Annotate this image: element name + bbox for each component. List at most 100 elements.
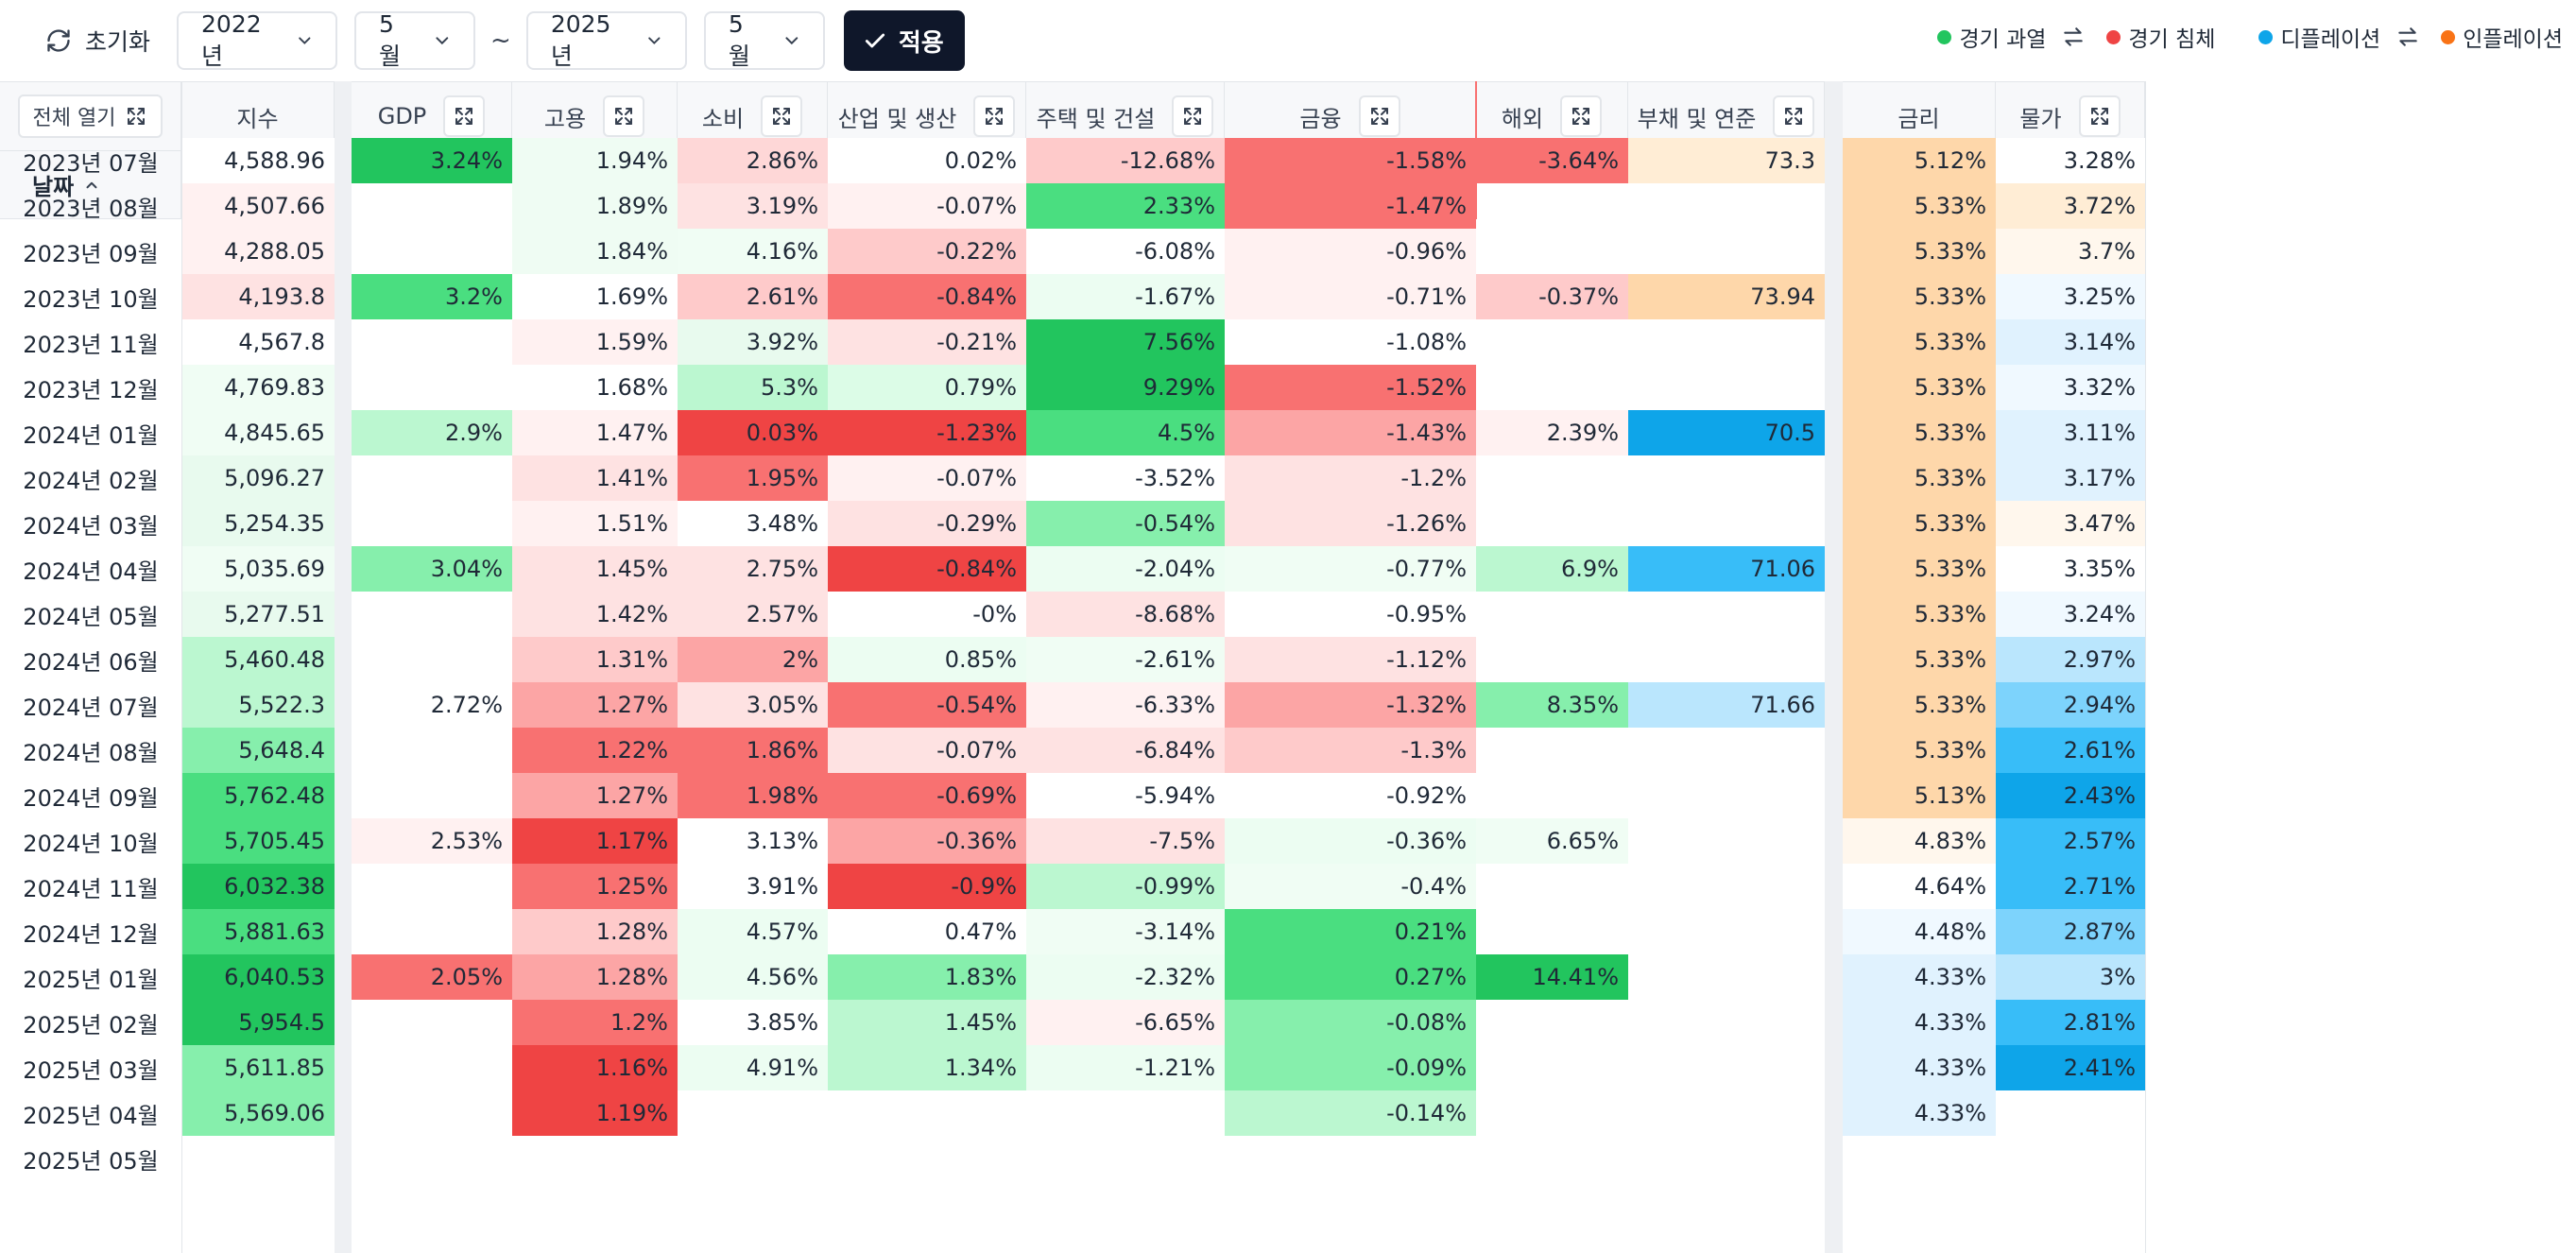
apply-button[interactable]: 적용 (843, 10, 965, 71)
value-cell (1628, 501, 1825, 546)
value-cell: 5,705.45 (181, 818, 335, 864)
value-cell: 3.14% (1996, 319, 2145, 365)
end-month-select[interactable]: 5월 (703, 9, 825, 70)
date-cell: 2024년 06월 (23, 648, 159, 676)
start-month-select[interactable]: 5월 (354, 10, 476, 70)
expand-group-button[interactable] (1172, 95, 1214, 137)
reset-button[interactable]: 초기화 (36, 12, 163, 69)
table-row: 2025년 05월 (0, 1136, 2145, 1181)
value-cell: -0.07% (828, 728, 1026, 773)
expand-icon (1785, 108, 1803, 125)
value-cell (678, 1136, 828, 1181)
value-cell (1628, 1090, 1825, 1136)
date-cell: 2023년 07월 (23, 149, 159, 177)
value-cell: 3% (1996, 954, 2145, 1000)
table-row: 2024년 02월 5,096.27 1.41% 1.95% -0.07% -3.52% -… (0, 455, 2145, 501)
start-year-select[interactable]: 2022년 (177, 9, 338, 70)
expand-group-button[interactable] (603, 95, 645, 137)
start-year-value: 2022년 (201, 9, 262, 70)
date-cell: 2025년 02월 (23, 1011, 159, 1038)
group-header-label: GDP (377, 103, 427, 129)
value-cell: -1.67% (1026, 274, 1225, 319)
value-cell (1628, 319, 1825, 365)
value-cell: 5.33% (1843, 183, 1996, 229)
date-cell: 2024년 08월 (23, 739, 159, 766)
value-cell (352, 229, 512, 274)
value-cell: -0.09% (1225, 1045, 1476, 1090)
table-row: 2024년 06월 5,460.48 1.31% 2% 0.85% -2.61% -1.12… (0, 637, 2145, 682)
value-cell: 0.85% (828, 637, 1026, 682)
value-cell: 5.33% (1843, 501, 1996, 546)
value-cell (1476, 773, 1628, 818)
value-cell: 5.33% (1843, 455, 1996, 501)
value-cell (352, 864, 512, 909)
expand-group-button[interactable] (1560, 95, 1603, 137)
pinned-column-splitter[interactable] (335, 81, 352, 1253)
date-cell: 2025년 05월 (23, 1147, 159, 1175)
value-cell (1628, 637, 1825, 682)
value-cell: -1.21% (1026, 1045, 1225, 1090)
value-cell: 1.22% (512, 728, 678, 773)
date-column-header[interactable]: 날짜 (0, 151, 181, 219)
expand-group-button[interactable] (443, 95, 486, 137)
value-cell: -0.08% (1225, 1000, 1476, 1045)
date-cell: 2024년 07월 (23, 694, 159, 721)
swap-icon (2064, 27, 2084, 46)
value-cell: 3.13% (678, 818, 828, 864)
value-cell (1476, 909, 1628, 954)
value-cell (1476, 365, 1628, 410)
legend-dot (2441, 29, 2456, 44)
pinned-column-splitter[interactable] (1825, 81, 1843, 1253)
expand-group-button[interactable] (2078, 95, 2121, 137)
end-year-select[interactable]: 2025년 (525, 10, 687, 70)
value-cell: -6.65% (1026, 1000, 1225, 1045)
value-cell: -0% (828, 592, 1026, 637)
value-cell (1476, 592, 1628, 637)
table-row: 2024년 05월 5,277.51 1.42% 2.57% -0% -8.68% -0.9… (0, 592, 2145, 637)
expand-group-button[interactable] (973, 95, 1016, 137)
value-cell: 2.43% (1996, 773, 2145, 818)
value-cell: 3.91% (678, 864, 828, 909)
value-cell: 1.28% (512, 954, 678, 1000)
legend-item-inflation: 인플레이션 (2441, 21, 2563, 53)
value-cell (1628, 1000, 1825, 1045)
value-cell: 1.2% (512, 1000, 678, 1045)
value-cell: 6.9% (1476, 546, 1628, 592)
value-cell: -3.14% (1026, 909, 1225, 954)
value-cell: 0.79% (828, 365, 1026, 410)
end-month-value: 5월 (728, 9, 750, 70)
value-cell: 6.65% (1476, 818, 1628, 864)
value-cell (512, 1136, 678, 1181)
value-cell: -0.92% (1225, 773, 1476, 818)
group-header-label: 산업 및 생산 (837, 105, 957, 132)
value-cell: 1.83% (828, 954, 1026, 1000)
value-cell: 2.61% (678, 274, 828, 319)
expand-group-button[interactable] (1358, 95, 1400, 137)
value-cell (352, 455, 512, 501)
group-header-label: 고용 (543, 105, 587, 132)
value-cell (1476, 229, 1628, 274)
value-cell: -3.64% (1476, 138, 1628, 183)
expand-group-button[interactable] (761, 95, 803, 137)
value-cell: 4,588.96 (181, 138, 335, 183)
value-cell: 5,096.27 (181, 455, 335, 501)
value-cell: 5,762.48 (181, 773, 335, 818)
legend-dot (1937, 29, 1952, 44)
value-cell: 1.41% (512, 455, 678, 501)
range-separator: ~ (490, 26, 511, 55)
value-cell: 71.66 (1628, 682, 1825, 728)
expand-group-button[interactable] (1773, 95, 1815, 137)
value-cell: 4.56% (678, 954, 828, 1000)
date-cell: 2024년 04월 (23, 558, 159, 585)
table-row: 2023년 12월 4,769.83 1.68% 5.3% 0.79% 9.29% -1.5… (0, 365, 2145, 410)
open-all-button[interactable]: 전체 열기 (17, 94, 163, 138)
value-cell: 2.57% (1996, 818, 2145, 864)
value-cell: -0.77% (1225, 546, 1476, 592)
group-header-label: 금융 (1299, 105, 1342, 132)
value-cell: 2.72% (352, 682, 512, 728)
value-cell: 5,254.35 (181, 501, 335, 546)
value-cell: 1.17% (512, 818, 678, 864)
value-cell: 1.68% (512, 365, 678, 410)
value-cell: 1.84% (512, 229, 678, 274)
value-cell: 73.94 (1628, 274, 1825, 319)
